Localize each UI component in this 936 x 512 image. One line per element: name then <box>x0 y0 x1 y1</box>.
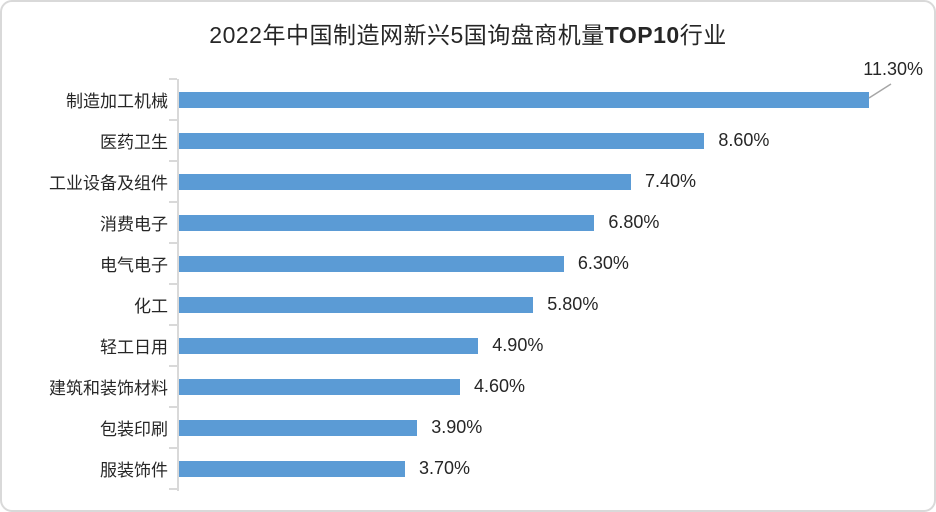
axis-ticks <box>169 78 177 490</box>
chart-title: 2022年中国制造网新兴5国询盘商机量TOP10行业 <box>2 16 934 50</box>
chart-row: 消费电子 6.80% <box>2 202 934 243</box>
value-label: 6.30% <box>577 253 629 273</box>
category-axis-line <box>177 79 179 491</box>
category-label: 电气电子 <box>100 256 168 275</box>
bar <box>179 460 405 477</box>
category-label: 工业设备及组件 <box>49 174 168 193</box>
bar <box>179 296 534 313</box>
chart-title-top10: TOP10 <box>604 22 680 48</box>
chart-title-suffix: 行业 <box>679 22 727 48</box>
bar-track: 5.80% <box>179 294 912 315</box>
axis-tick <box>169 283 177 285</box>
value-label: 3.90% <box>431 417 483 437</box>
bar-track: 3.70% <box>179 458 912 479</box>
bar-track: 7.40% <box>179 171 912 192</box>
category-label: 服装饰件 <box>100 461 168 480</box>
bar-track: 4.60% <box>179 376 912 397</box>
value-label: 7.40% <box>645 171 697 191</box>
chart-row: 化工 5.80% <box>2 284 934 325</box>
callout-leader-line <box>868 83 892 99</box>
callout-value-label: 11.30% <box>863 59 923 79</box>
bar-track: 11.30% <box>179 91 912 108</box>
axis-tick <box>169 488 177 490</box>
chart-row: 制造加工机械 11.30% <box>2 79 934 120</box>
value-label: 5.80% <box>547 294 599 314</box>
bar-track: 6.30% <box>179 253 912 274</box>
bar-track: 8.60% <box>179 130 912 151</box>
value-label: 8.60% <box>718 130 770 150</box>
chart-row: 工业设备及组件 7.40% <box>2 161 934 202</box>
axis-tick <box>169 365 177 367</box>
value-label: 4.90% <box>492 335 544 355</box>
chart-row: 包装印刷 3.90% <box>2 407 934 448</box>
bar <box>179 132 705 149</box>
value-label: 6.80% <box>608 212 660 232</box>
axis-tick <box>169 78 177 80</box>
bar-track: 3.90% <box>179 417 912 438</box>
chart-title-text: 2022年中国制造网新兴5国询盘商机量 <box>209 22 605 48</box>
axis-tick <box>169 119 177 121</box>
bar-track: 6.80% <box>179 212 912 233</box>
chart-row: 服装饰件 3.70% <box>2 448 934 489</box>
chart-row: 建筑和装饰材料 4.60% <box>2 366 934 407</box>
bar <box>179 91 870 108</box>
bar <box>179 255 564 272</box>
category-label: 消费电子 <box>100 215 168 234</box>
axis-tick <box>169 160 177 162</box>
category-label: 轻工日用 <box>100 338 168 357</box>
bar-track: 4.90% <box>179 335 912 356</box>
axis-tick <box>169 242 177 244</box>
plot-rows: 制造加工机械 11.30% 医药卫生 8.60% 工业设备及组件 7.40% 消费电子 6.8… <box>2 79 934 489</box>
axis-tick <box>169 324 177 326</box>
axis-tick <box>169 447 177 449</box>
bar <box>179 173 632 190</box>
bar <box>179 419 418 436</box>
chart-row: 电气电子 6.30% <box>2 243 934 284</box>
category-label: 医药卫生 <box>100 133 168 152</box>
category-label: 化工 <box>134 297 168 316</box>
axis-tick <box>169 201 177 203</box>
category-label: 制造加工机械 <box>66 92 168 111</box>
bar <box>179 337 479 354</box>
chart-row: 轻工日用 4.90% <box>2 325 934 366</box>
bar <box>179 378 460 395</box>
axis-tick <box>169 406 177 408</box>
chart-row: 医药卫生 8.60% <box>2 120 934 161</box>
category-label: 包装印刷 <box>100 420 168 439</box>
category-label: 建筑和装饰材料 <box>49 379 168 398</box>
value-label: 4.60% <box>473 376 526 396</box>
value-label: 3.70% <box>419 458 471 478</box>
bar <box>179 214 595 231</box>
